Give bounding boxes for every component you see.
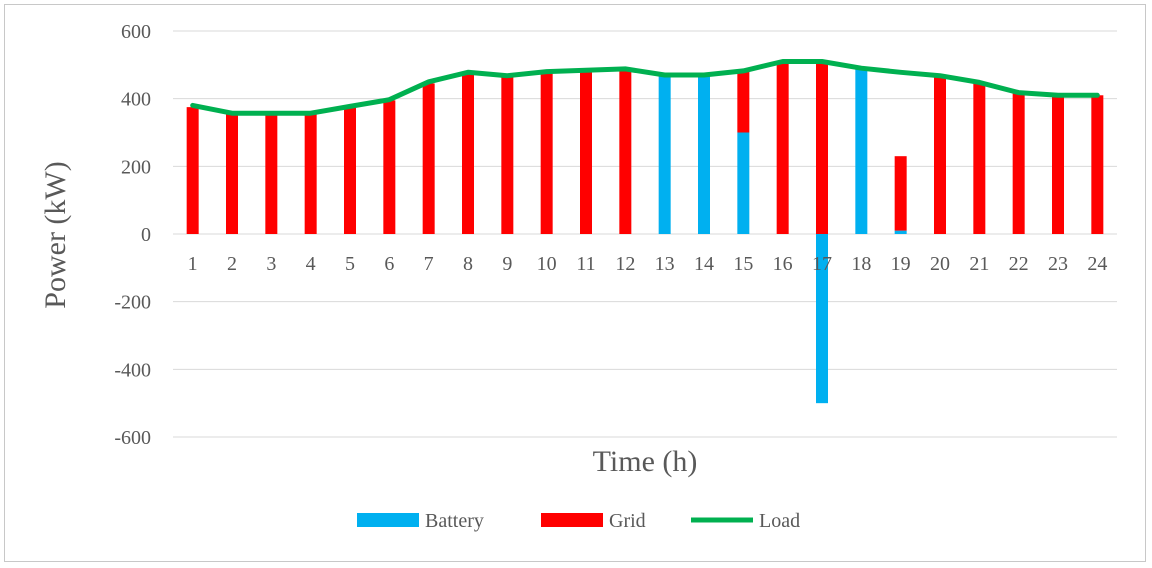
bar-battery <box>855 68 868 234</box>
bar-grid <box>383 100 396 234</box>
x-tick-label: 3 <box>266 253 276 275</box>
bar-grid <box>501 76 514 234</box>
x-tick-label: 6 <box>384 253 394 275</box>
x-tick-label: 21 <box>969 253 989 275</box>
x-tick-label: 22 <box>1009 253 1029 275</box>
y-tick-label: 600 <box>121 21 151 43</box>
bar-grid <box>894 156 907 231</box>
x-tick-label: 7 <box>424 253 434 275</box>
bar-grid <box>1012 92 1025 235</box>
bar-grid <box>973 83 986 234</box>
y-tick-label: -200 <box>114 292 151 314</box>
bar-grid <box>934 76 946 234</box>
bar-grid <box>776 61 789 235</box>
legend-label-grid: Grid <box>609 510 646 532</box>
bar-battery <box>658 74 671 234</box>
x-tick-label: 17 <box>812 253 832 275</box>
bar-grid <box>265 113 278 234</box>
load-line <box>190 59 1100 116</box>
x-tick-label: 9 <box>502 253 512 275</box>
x-tick-labels: 1 2 3 4 5 6 7 8 9 10 11 12 13 14 15 16 17 18 19 20 21 22 23 24 <box>188 253 1108 275</box>
bar-battery <box>698 74 710 234</box>
legend: Battery Grid Load <box>357 510 800 532</box>
bar-grid <box>1091 95 1104 235</box>
legend-swatch-grid <box>541 513 603 527</box>
bar-grid <box>540 72 553 234</box>
y-tick-label: -600 <box>114 427 151 449</box>
chart-frame: 600 400 200 0 -200 -400 -600 1 2 3 4 5 6 7 8 9 10 11 12 13… <box>4 4 1146 562</box>
x-tick-label: 12 <box>615 253 635 275</box>
bar-grid <box>737 70 750 133</box>
x-axis-title: Time (h) <box>593 445 698 478</box>
legend-swatch-battery <box>357 513 419 527</box>
y-tick-labels: 600 400 200 0 -200 -400 -600 <box>114 21 151 449</box>
gridlines <box>173 30 1117 438</box>
x-tick-label: 11 <box>576 253 595 275</box>
legend-label-battery: Battery <box>425 510 484 532</box>
x-tick-label: 20 <box>930 253 950 275</box>
x-tick-label: 14 <box>694 253 714 275</box>
bar-grid <box>226 113 238 234</box>
bar-grid <box>1052 95 1064 235</box>
bars <box>186 61 1104 404</box>
x-tick-label: 13 <box>655 253 675 275</box>
x-tick-label: 1 <box>188 253 198 275</box>
bar-battery <box>816 234 828 404</box>
bar-battery <box>737 132 750 234</box>
bar-grid <box>304 113 317 234</box>
y-tick-label: 200 <box>121 156 151 178</box>
x-tick-label: 19 <box>891 253 911 275</box>
y-tick-label: 0 <box>141 224 151 246</box>
x-tick-label: 4 <box>306 253 316 275</box>
legend-label-load: Load <box>759 510 800 532</box>
bar-grid <box>462 73 474 235</box>
x-tick-label: 10 <box>537 253 557 275</box>
bar-grid <box>580 71 592 234</box>
bar-grid <box>816 61 828 235</box>
x-tick-label: 16 <box>773 253 793 275</box>
x-tick-label: 2 <box>227 253 237 275</box>
x-tick-label: 24 <box>1087 253 1107 275</box>
bar-grid <box>186 107 199 234</box>
bar-grid <box>344 107 356 234</box>
x-tick-label: 8 <box>463 253 473 275</box>
bar-grid <box>619 68 632 234</box>
x-tick-label: 5 <box>345 253 355 275</box>
y-axis-title: Power (kW) <box>39 161 72 308</box>
x-tick-label: 18 <box>851 253 871 275</box>
x-tick-label: 23 <box>1048 253 1068 275</box>
y-tick-label: -400 <box>114 359 151 381</box>
y-tick-label: 400 <box>121 89 151 111</box>
bar-grid <box>422 83 435 234</box>
series-line-load <box>190 59 1100 116</box>
bar-battery <box>894 230 907 234</box>
x-tick-label: 15 <box>733 253 753 275</box>
